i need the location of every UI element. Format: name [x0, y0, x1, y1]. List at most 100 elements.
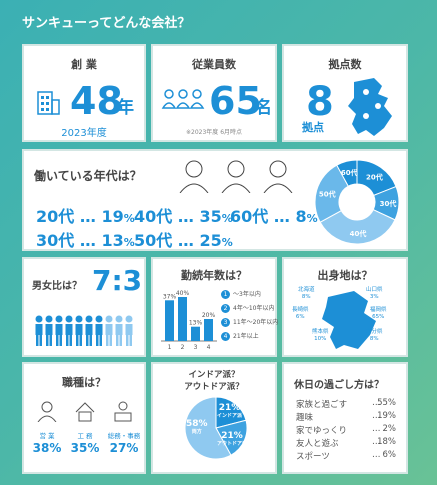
male-person-icon — [55, 315, 63, 346]
donut-slice-40代 — [319, 208, 396, 245]
holiday-item: 趣味… 19% — [296, 411, 396, 423]
tenure-bar-chart: 37% 1 40% 2 13% 3 20% 4 — [161, 290, 217, 351]
male-person-icon — [35, 315, 43, 346]
tenure-card: 勤続年数は？ 37% 1 40% 2 13% 3 20% 4 1 〜3年以内 2 4年〜10年以内… — [151, 257, 278, 357]
indoor-slice-インドア派 — [215, 396, 247, 429]
origin-kumamoto: 熊本県 10% — [312, 329, 329, 342]
kyushu-map-icon — [322, 291, 376, 349]
bases-label: 拠点数 — [328, 58, 362, 71]
people-icon — [161, 89, 205, 109]
ages-card: 働いている年代は？ 20代 … 19% 40代 … 35% 60代 … 8% 3… — [22, 149, 408, 251]
donut-slice-60代 — [336, 159, 358, 187]
map-pin-icon — [348, 78, 392, 136]
bases-card: 拠点数 8 拠点 — [282, 44, 408, 142]
tenure-bar-label: 40% — [176, 290, 190, 297]
tenure-bar-1 — [165, 300, 174, 341]
origin-yamaguchi: 山口県 3% — [366, 287, 383, 300]
male-person-icon — [85, 315, 93, 346]
donut-label-30代: 30代 — [380, 199, 397, 208]
holiday-item: スポーツ… 6% — [296, 450, 396, 462]
tenure-x-tick: 4 — [207, 344, 211, 351]
indoor-outdoor-label: 21% アウトドア派 — [217, 431, 248, 447]
indoor-slice-両方 — [184, 396, 232, 460]
construction-icon — [75, 402, 95, 422]
origin-hokkaido: 北海道 8% — [298, 287, 315, 300]
origin-label: 出身地は？ — [317, 269, 373, 282]
founding-value: 48 — [70, 79, 123, 123]
job-construction-pct: 35% — [70, 441, 100, 455]
male-person-icon — [75, 315, 83, 346]
male-person-icon — [45, 315, 53, 346]
office-worker-icon — [114, 401, 132, 422]
origin-oita: 大分県 8% — [366, 329, 383, 342]
female-person-icon — [105, 315, 113, 346]
gender-card: 男女比は？ 7:3 — [22, 257, 146, 357]
holiday-item: 家族と過ごす… 55% — [296, 398, 396, 410]
job-sales-name: 営 業 — [39, 432, 55, 440]
founding-label: 創 業 — [71, 58, 97, 71]
age-30: 30代 … 13% — [36, 231, 135, 250]
jobs-card: 職種は？ 営 業 工 務 総務・事務 38% 35% 27% — [22, 362, 146, 474]
building-icon — [37, 91, 60, 115]
gender-ratio: 7:3 — [92, 264, 143, 297]
tenure-x-tick: 1 — [168, 344, 172, 351]
donut-label-20代: 20代 — [366, 172, 383, 181]
donut-slice-50代 — [314, 164, 350, 223]
job-construction-name: 工 務 — [77, 432, 93, 440]
people-illustration — [179, 160, 293, 193]
employees-value: 65 — [209, 79, 262, 123]
employees-note: ※2023年度 6月時点 — [185, 129, 243, 136]
holiday-card: 休日の過ごし方は？ 家族と過ごす… 55% 趣味… 19% 家でゆっくり… 2% 友人… — [282, 362, 408, 474]
employees-label: 従業員数 — [192, 58, 236, 71]
female-person-icon — [115, 315, 123, 346]
tenure-bar-label: 37% — [163, 293, 177, 300]
holiday-item: 友人と遊ぶ… 18% — [296, 437, 396, 449]
tenure-x-tick: 3 — [194, 344, 198, 351]
sales-person-icon — [37, 401, 57, 422]
age-40: 40代 … 35% — [134, 207, 233, 226]
tenure-x-tick: 2 — [181, 344, 185, 351]
indoor-both-label: 58% 両方 — [186, 419, 208, 435]
holiday-item: 家でゆっくり… 2% — [296, 424, 396, 436]
tenure-bar-label: 20% — [202, 312, 216, 319]
gender-people-icons — [35, 315, 133, 346]
job-sales-pct: 38% — [32, 441, 62, 455]
employees-unit: 名 — [255, 98, 272, 118]
indoor-slice-アウトドア派 — [215, 419, 248, 456]
age-donut-chart: 20代 30代 40代 50代 60代 — [314, 159, 400, 245]
tenure-legend-2: 2 4年〜10年以内 — [221, 303, 274, 313]
male-person-icon — [65, 315, 73, 346]
donut-label-40代: 40代 — [350, 229, 367, 238]
male-person-icon — [95, 315, 103, 346]
page-title: サンキューってどんな会社？ — [22, 16, 191, 31]
founding-card: 創 業 48 年 2023年度 — [22, 44, 146, 142]
job-office-name: 総務・事務 — [107, 432, 141, 440]
tenure-legend-3: 3 11年〜20年以内 — [221, 317, 278, 327]
age-20: 20代 … 19% — [36, 207, 135, 226]
tenure-bar-2 — [178, 297, 187, 341]
donut-label-50代: 50代 — [319, 189, 336, 198]
age-60: 60代 … 8% — [230, 207, 318, 226]
indoor-label-2: アウトドア派？ — [184, 382, 244, 392]
founding-unit: 年 — [117, 98, 134, 118]
tenure-bar-label: 13% — [189, 320, 203, 327]
female-person-icon — [125, 315, 133, 346]
tenure-legend-4: 4 21年以上 — [221, 331, 259, 341]
tenure-bar-4 — [204, 319, 213, 341]
tenure-legend-1: 1 〜3年以内 — [221, 289, 261, 299]
holiday-label: 休日の過ごし方は？ — [294, 380, 384, 391]
founding-sub: 2023年度 — [61, 128, 107, 139]
ages-label: 働いている年代は？ — [34, 169, 142, 183]
job-office-pct: 27% — [109, 441, 139, 455]
donut-label-60代: 60代 — [341, 168, 358, 177]
indoor-label-1: インドア派？ — [188, 370, 240, 380]
tenure-bar-3 — [191, 326, 200, 341]
jobs-label: 職種は？ — [62, 376, 106, 389]
origin-card: 出身地は？ 北海道 8% 山口県 3% 長崎県 6% 福岡県 65% 熊本県 10% 大分… — [282, 257, 408, 357]
origin-fukuoka: 福岡県 65% — [370, 307, 387, 320]
origin-nagasaki: 長崎県 6% — [292, 307, 309, 320]
age-50: 50代 … 25% — [134, 231, 233, 250]
indoor-card: インドア派？ アウトドア派？ 58% 両方 21% インドア派 21% アウトドア派 — [151, 362, 277, 474]
tenure-label: 勤続年数は？ — [181, 269, 247, 282]
bases-value: 8 — [306, 79, 334, 125]
